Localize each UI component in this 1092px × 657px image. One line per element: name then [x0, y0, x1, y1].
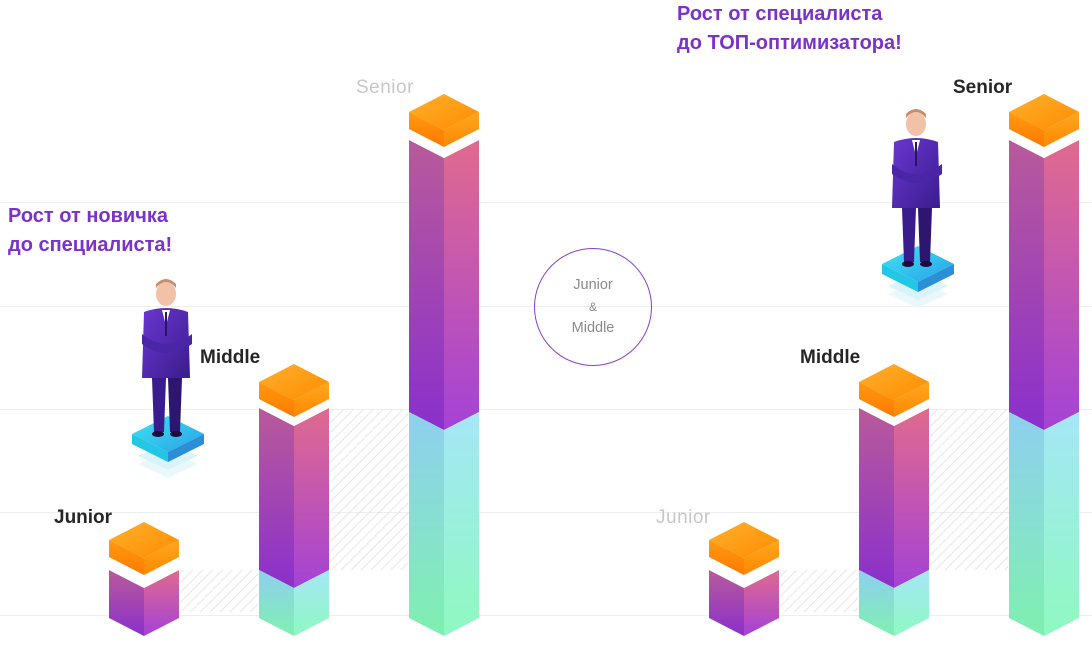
pillar-junior	[709, 522, 779, 636]
person-figure	[142, 279, 192, 437]
pedestal	[882, 246, 954, 308]
right-label-middle: Middle	[800, 347, 861, 368]
badge-ampersand: &	[588, 300, 597, 314]
right-tagline-line1: Рост от специалиста	[677, 3, 883, 25]
right-tagline: Рост от специалиста до ТОП-оптимизатора!	[677, 0, 902, 58]
left-tagline-line1: Рост от новичка	[8, 205, 168, 227]
hatch-connector	[180, 570, 258, 612]
pillar-middle	[859, 364, 929, 636]
pillar-senior	[409, 94, 479, 636]
left-label-junior: Junior	[54, 507, 113, 528]
left-label-middle: Middle	[200, 347, 261, 368]
left-label-senior: Senior	[356, 77, 414, 98]
left-tagline: Рост от новичка до специалиста!	[8, 202, 172, 260]
guide-line	[0, 409, 1092, 410]
left-tagline-line2: до специалиста!	[8, 234, 173, 256]
hatch-connector	[930, 410, 1008, 570]
guide-line	[0, 202, 1092, 203]
right-label-junior: Junior	[656, 507, 711, 528]
person-figure	[892, 109, 942, 267]
hatch-connector	[330, 410, 408, 570]
pedestal	[132, 416, 204, 478]
guide-line	[0, 512, 1092, 513]
right-label-senior: Senior	[953, 77, 1013, 98]
pillar-middle	[259, 364, 329, 636]
badge-line3: Middle	[571, 320, 615, 336]
pillar-senior	[1009, 94, 1079, 636]
junior-middle-badge: Junior & Middle	[534, 248, 652, 366]
hatch-connector	[780, 570, 858, 612]
pillar-junior	[109, 522, 179, 636]
badge-line1: Junior	[573, 277, 613, 293]
right-tagline-line2: до ТОП-оптимизатора!	[677, 32, 902, 54]
guide-line	[0, 615, 1092, 616]
